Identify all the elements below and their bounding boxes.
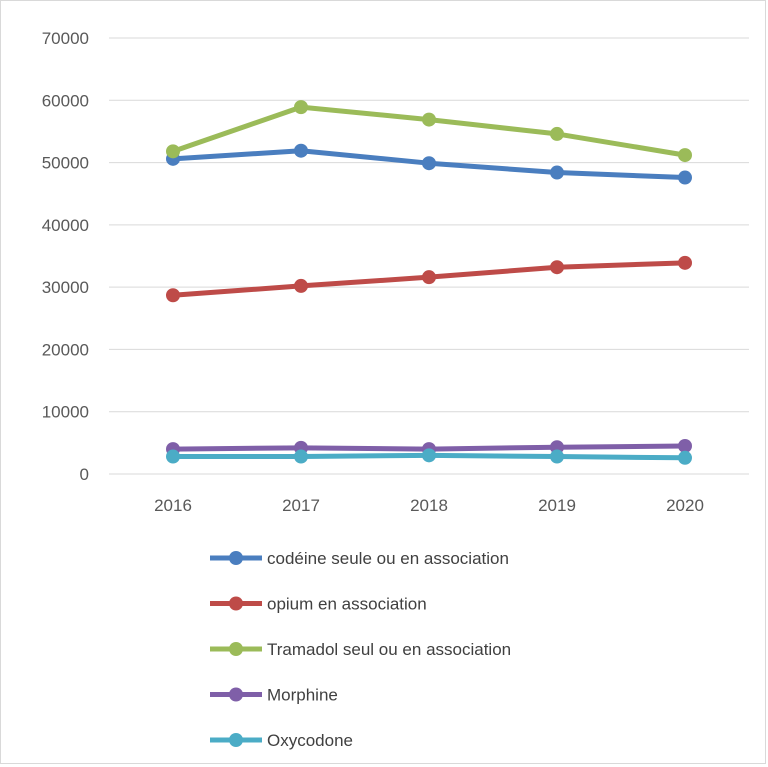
data-point bbox=[678, 148, 692, 163]
y-tick-label: 50000 bbox=[42, 154, 89, 173]
data-point bbox=[678, 438, 692, 453]
legend-label: Tramadol seul ou en association bbox=[267, 640, 511, 659]
legend-label: Oxycodone bbox=[267, 731, 353, 750]
y-tick-label: 30000 bbox=[42, 278, 89, 297]
legend-item: Oxycodone bbox=[210, 731, 353, 750]
data-point bbox=[678, 450, 692, 465]
y-tick-label: 40000 bbox=[42, 216, 89, 235]
data-point bbox=[422, 112, 436, 127]
x-tick-label: 2017 bbox=[282, 496, 320, 515]
legend-item: Tramadol seul ou en association bbox=[210, 640, 511, 659]
legend-item: opium en association bbox=[210, 595, 427, 614]
data-point bbox=[166, 288, 180, 303]
y-tick-label: 70000 bbox=[42, 29, 89, 48]
data-point bbox=[550, 126, 564, 141]
data-point bbox=[294, 143, 308, 158]
data-point bbox=[422, 448, 436, 463]
data-point bbox=[294, 449, 308, 464]
data-point bbox=[550, 449, 564, 464]
y-tick-label: 10000 bbox=[42, 403, 89, 422]
series-2 bbox=[166, 100, 692, 163]
x-tick-label: 2020 bbox=[666, 496, 704, 515]
data-point bbox=[294, 278, 308, 293]
legend-swatch-marker bbox=[229, 642, 243, 656]
data-point bbox=[550, 165, 564, 180]
series-1 bbox=[166, 255, 692, 303]
y-axis-ticks: 0 10000 20000 30000 40000 50000 60000 70000 bbox=[42, 29, 89, 484]
series-4 bbox=[166, 448, 692, 465]
y-tick-label: 60000 bbox=[42, 91, 89, 110]
legend-swatch-marker bbox=[229, 551, 243, 565]
x-axis-ticks: 2016 2017 2018 2019 2020 bbox=[154, 496, 704, 515]
data-point bbox=[678, 255, 692, 270]
data-point bbox=[550, 260, 564, 275]
y-tick-label: 20000 bbox=[42, 340, 89, 359]
series-0 bbox=[166, 143, 692, 185]
y-tick-label: 0 bbox=[80, 465, 89, 484]
series-lines bbox=[166, 100, 692, 465]
data-point bbox=[166, 144, 180, 159]
legend-label: opium en association bbox=[267, 595, 427, 614]
legend-swatch-marker bbox=[229, 596, 243, 611]
data-point bbox=[422, 270, 436, 285]
legend-swatch-marker bbox=[229, 687, 243, 702]
x-tick-label: 2018 bbox=[410, 496, 448, 515]
data-point bbox=[678, 170, 692, 185]
legend-label: Morphine bbox=[267, 686, 338, 705]
legend-label: codéine seule ou en association bbox=[267, 549, 509, 568]
data-point bbox=[422, 156, 436, 171]
data-point bbox=[166, 449, 180, 464]
legend-swatch-marker bbox=[229, 733, 243, 747]
x-tick-label: 2016 bbox=[154, 496, 192, 515]
legend-item: codéine seule ou en association bbox=[210, 549, 509, 568]
x-tick-label: 2019 bbox=[538, 496, 576, 515]
legend: codéine seule ou en association opium en … bbox=[210, 549, 511, 750]
data-point bbox=[294, 100, 308, 115]
gridlines bbox=[109, 37, 749, 475]
legend-item: Morphine bbox=[210, 686, 338, 705]
